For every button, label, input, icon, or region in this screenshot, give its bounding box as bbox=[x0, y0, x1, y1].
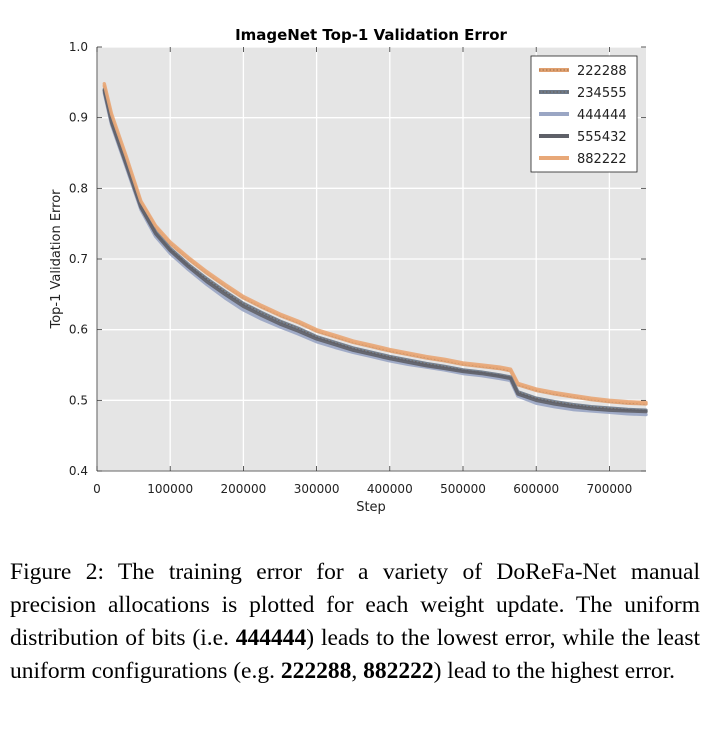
series-line-555432 bbox=[102, 89, 648, 414]
caption-lead: Figure 2: The training error for a varie… bbox=[10, 559, 700, 651]
x-tick-label: 100000 bbox=[147, 482, 193, 496]
chart-title: ImageNet Top-1 Validation Error bbox=[235, 26, 507, 44]
y-tick-label: 0.7 bbox=[69, 252, 88, 266]
x-tick-label: 200000 bbox=[220, 482, 266, 496]
x-tick-label: 700000 bbox=[586, 482, 632, 496]
caption-bold-444444: 444444 bbox=[235, 625, 307, 651]
series-line-444444 bbox=[102, 91, 648, 417]
legend-label-882222: 882222 bbox=[577, 152, 627, 167]
y-tick-label: 0.4 bbox=[69, 464, 88, 478]
legend-label-234555: 234555 bbox=[577, 86, 627, 101]
legend: 222288 234555 444444 555432 882222 bbox=[530, 55, 638, 173]
x-axis-label: Step bbox=[356, 500, 386, 515]
legend-label-222288: 222288 bbox=[577, 64, 627, 79]
x-tick-label: 500000 bbox=[440, 482, 486, 496]
x-tick-label: 600000 bbox=[513, 482, 559, 496]
legend-label-444444: 444444 bbox=[577, 108, 627, 123]
caption-sep: , bbox=[351, 658, 364, 684]
figure-caption: Figure 2: The training error for a varie… bbox=[10, 556, 700, 688]
y-tick-label: 0.6 bbox=[69, 323, 88, 337]
y-tick-label: 1.0 bbox=[69, 40, 88, 54]
y-axis-label: Top-1 Validation Error bbox=[49, 189, 64, 330]
y-tick-label: 0.5 bbox=[69, 393, 88, 407]
y-tick-label: 0.9 bbox=[69, 111, 88, 125]
x-tick-label: 400000 bbox=[367, 482, 413, 496]
x-tick-label: 0 bbox=[93, 482, 101, 496]
line-chart: 0 100000 200000 300000 400000 500000 600000 700… bbox=[49, 26, 648, 515]
caption-mid: ) leads to the lowest error, while the l… bbox=[10, 625, 700, 684]
series-line-882222 bbox=[102, 82, 648, 405]
caption-bold-222288: 222288 bbox=[280, 658, 352, 684]
caption-bold-882222: 882222 bbox=[363, 658, 434, 684]
chart-area: 0 100000 200000 300000 400000 500000 600000 700… bbox=[49, 26, 648, 515]
legend-label-555432: 555432 bbox=[577, 130, 627, 145]
y-tick-label: 0.8 bbox=[69, 181, 88, 195]
caption-tail: ) lead to the highest error. bbox=[433, 658, 676, 684]
x-tick-label: 300000 bbox=[294, 482, 340, 496]
